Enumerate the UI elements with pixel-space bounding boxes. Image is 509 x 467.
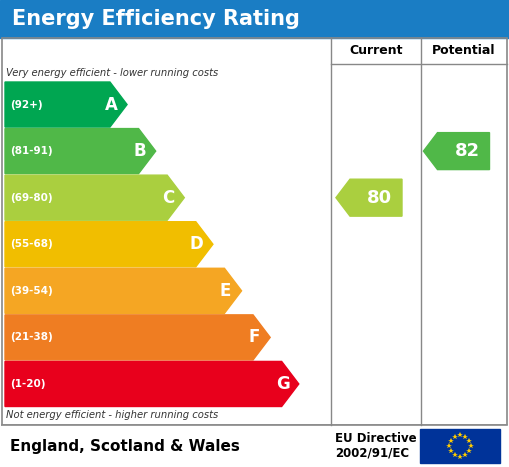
Text: D: D [190,235,204,253]
Bar [420,429,500,463]
Polygon shape [336,179,402,216]
Text: Not energy efficient - higher running costs: Not energy efficient - higher running co… [6,410,218,420]
Text: G: G [276,375,290,393]
Text: F: F [248,328,260,347]
Polygon shape [5,128,156,174]
Polygon shape [423,133,490,170]
Text: (21-38): (21-38) [10,333,53,342]
Text: Potential: Potential [432,44,495,57]
Text: B: B [133,142,146,160]
Polygon shape [5,315,270,360]
Polygon shape [5,175,184,220]
Text: England, Scotland & Wales: England, Scotland & Wales [10,439,240,453]
Text: EU Directive: EU Directive [335,432,417,446]
Text: 82: 82 [455,142,479,160]
Text: Very energy efficient - lower running costs: Very energy efficient - lower running co… [6,68,218,78]
Bar [2,38,507,425]
Text: (81-91): (81-91) [10,146,52,156]
Polygon shape [5,82,127,127]
Text: (1-20): (1-20) [10,379,45,389]
Text: E: E [220,282,231,300]
Polygon shape [5,268,242,313]
Text: C: C [162,189,174,207]
Text: Current: Current [349,44,403,57]
Text: A: A [104,96,118,113]
Text: 80: 80 [367,189,392,207]
Text: 2002/91/EC: 2002/91/EC [335,446,409,460]
Bar [2,425,507,467]
Text: (92+): (92+) [10,99,43,110]
Text: (55-68): (55-68) [10,239,53,249]
Bar [0,0,509,38]
Text: (69-80): (69-80) [10,193,52,203]
Text: (39-54): (39-54) [10,286,53,296]
Text: Energy Efficiency Rating: Energy Efficiency Rating [12,9,300,29]
Polygon shape [5,222,213,267]
Polygon shape [5,361,299,406]
